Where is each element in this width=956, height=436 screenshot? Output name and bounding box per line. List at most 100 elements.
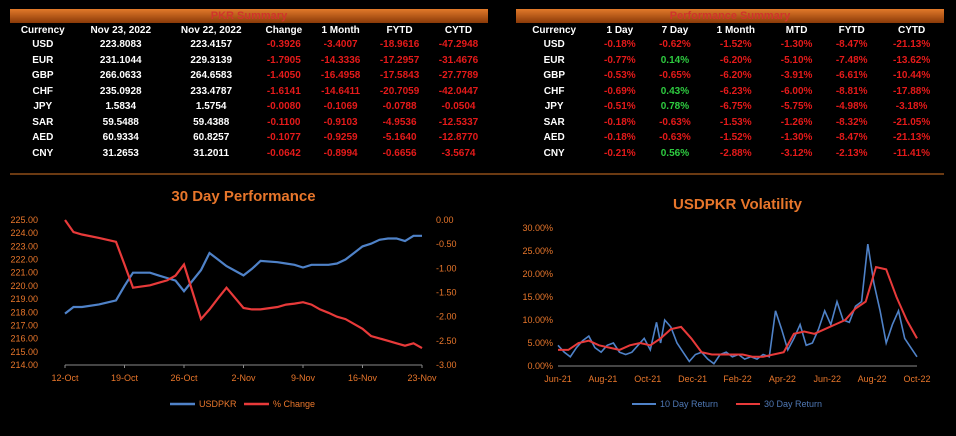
pkr-summary-value-cell: 59.5488	[102, 116, 139, 128]
performance-summary-row: EUR -0.77% 0.14% -6.20% -5.10% -7.48% -13.62%	[516, 53, 944, 69]
pkr-summary-value-cell: -12.8770	[438, 132, 479, 144]
pkr-summary-row: CNY 31.2653 31.2011 -0.0642 -0.8994 -0.6656 -3…	[10, 146, 488, 162]
legend-label-pct-change: % Change	[273, 399, 315, 409]
pkr-summary-value-cell: 59.4388	[193, 116, 230, 128]
y-tick-label: 15.00%	[522, 292, 553, 302]
pkr-summary-row: GBP 266.0633 264.6583 -1.4050 -16.4958 -17.58…	[10, 68, 488, 84]
y-right-tick-label: 0.00	[436, 215, 454, 225]
x-tick-label: Jun-22	[813, 374, 841, 384]
pkr-summary-value-cell: -14.6411	[321, 85, 361, 97]
pkr-summary-header-cell: 1 Month	[321, 24, 360, 36]
performance-summary-currency-cell: EUR	[543, 54, 565, 66]
y-left-tick-label: 222.00	[10, 255, 38, 265]
pkr-summary-header-cell: Currency	[20, 24, 65, 36]
pkr-summary-value-cell: -20.7059	[379, 85, 420, 97]
x-tick-label: Dec-21	[678, 374, 707, 384]
performance-summary-value-cell: -0.65%	[659, 70, 691, 82]
pkr-summary-row: JPY 1.5834 1.5754 -0.0080 -0.1069 -0.0788 -0.0…	[10, 99, 488, 115]
pkr-summary-row: CHF 235.0928 233.4787 -1.6141 -14.6411 -20.70…	[10, 84, 488, 100]
pkr-summary-value-cell: 31.2653	[102, 147, 139, 159]
performance-summary-value-cell: 0.78%	[660, 101, 690, 113]
performance-summary-currency-cell: AED	[543, 132, 565, 144]
pkr-summary-value-cell: 235.0928	[99, 85, 142, 97]
performance-summary-currency-cell: GBP	[543, 70, 565, 82]
pkr-summary-row: USD 223.8083 223.4157 -0.3926 -3.4007 -18.961…	[10, 37, 488, 53]
performance-summary-header-cell: 7 Day	[661, 24, 689, 36]
pkr-summary-table: Currency Nov 23, 2022 Nov 22, 2022 Change 1 …	[10, 23, 488, 161]
pkr-summary-value-cell: 1.5754	[195, 101, 227, 113]
performance-summary-value-cell: -1.30%	[780, 132, 813, 144]
performance-summary-header-cell: CYTD	[898, 24, 926, 36]
pkr-summary-row: EUR 231.1044 229.3139 -1.7905 -14.3336 -17.29…	[10, 53, 488, 69]
pkr-summary-value-cell: 264.6583	[190, 70, 233, 82]
performance-summary-currency-cell: USD	[543, 39, 565, 51]
pkr-summary-value-cell: -0.0504	[441, 101, 476, 113]
performance-summary-row: CNY -0.21% 0.56% -2.88% -3.12% -2.13% -11.41%	[516, 146, 944, 162]
y-left-tick-label: 219.00	[10, 294, 38, 304]
pkr-summary-value-cell: 60.8257	[193, 132, 230, 144]
y-right-tick-label: -0.50	[436, 239, 457, 249]
pkr-summary-value-cell: -1.4050	[266, 70, 301, 82]
performance-summary-header-cell: 1 Month	[716, 24, 755, 36]
performance-summary-row: AED -0.18% -0.63% -1.52% -1.30% -8.47% -21.13%	[516, 130, 944, 146]
pkr-summary-value-cell: -17.5843	[379, 70, 420, 82]
performance-summary-row: GBP -0.53% -0.65% -6.20% -3.91% -6.61% -10.44%	[516, 68, 944, 84]
pkr-summary-currency-cell: SAR	[32, 116, 54, 128]
pkr-summary-currency-cell: GBP	[31, 70, 54, 82]
pkr-summary-row: SAR 59.5488 59.4388 -0.1100 -0.9103 -4.9536 -1…	[10, 115, 488, 131]
pkr-summary-header-cell: Nov 22, 2022	[180, 24, 242, 36]
pkr-summary-value-cell: -47.2948	[438, 39, 479, 51]
pkr-summary-value-cell: -0.1100	[267, 116, 301, 128]
x-tick-label: 2-Nov	[231, 373, 256, 383]
pkr-summary-value-cell: -1.6141	[266, 85, 301, 97]
pkr-summary-value-cell: 266.0633	[99, 70, 142, 82]
performance-summary-value-cell: -0.18%	[604, 116, 636, 128]
performance-summary-value-cell: -7.48%	[835, 54, 868, 66]
pkr-summary-body: USD 223.8083 223.4157 -0.3926 -3.4007 -18.961…	[10, 37, 488, 161]
series-line-30-day-return	[558, 265, 918, 358]
pkr-summary-value-cell: -16.4958	[320, 70, 361, 82]
performance-summary-value-cell: -0.51%	[604, 101, 636, 113]
performance-summary-value-cell: -0.62%	[659, 39, 691, 51]
performance-summary-value-cell: -1.52%	[719, 39, 752, 51]
pkr-summary-value-cell: -0.0788	[382, 101, 417, 113]
performance-summary-value-cell: 0.56%	[660, 147, 690, 159]
performance-summary-value-cell: -21.05%	[892, 116, 931, 128]
performance-summary-header-cell: MTD	[785, 24, 808, 36]
y-right-tick-label: -3.00	[436, 360, 457, 370]
performance-summary-value-cell: -1.30%	[780, 39, 813, 51]
legend-label-usdpkr: USDPKR	[199, 399, 237, 409]
performance-summary-value-cell: 0.14%	[660, 54, 690, 66]
pkr-summary-value-cell: -31.4676	[438, 54, 479, 66]
performance-summary-value-cell: -8.47%	[835, 39, 868, 51]
pkr-summary-value-cell: 31.2011	[193, 147, 230, 159]
pkr-summary-value-cell: -5.1640	[382, 132, 417, 144]
pkr-summary-value-cell: -0.1077	[266, 132, 301, 144]
x-tick-label: Feb-22	[723, 374, 752, 384]
performance-summary-row: CHF -0.69% 0.43% -6.23% -6.00% -8.81% -17.88%	[516, 84, 944, 100]
chart-usdpkr-volatility: USDPKR Volatility 30.00% 25.00% 20.00% 15.00…	[522, 196, 930, 409]
pkr-summary-header-row: Currency Nov 23, 2022 Nov 22, 2022 Change 1 …	[10, 23, 488, 37]
x-tick-label: Jun-21	[544, 374, 572, 384]
performance-summary-currency-cell: CHF	[543, 85, 565, 97]
performance-summary-value-cell: -1.53%	[719, 116, 752, 128]
pkr-summary-header-cell: CYTD	[444, 24, 473, 36]
performance-summary-row: USD -0.18% -0.62% -1.52% -1.30% -8.47% -21.13%	[516, 37, 944, 53]
pkr-summary-header-cell: FYTD	[386, 24, 413, 36]
performance-summary-value-cell: -13.62%	[892, 54, 931, 66]
chart-title: USDPKR Volatility	[673, 196, 803, 213]
y-left-tick-label: 225.00	[10, 215, 38, 225]
pkr-summary-value-cell: -27.7789	[438, 70, 479, 82]
x-tick-label: 16-Nov	[348, 373, 378, 383]
performance-summary-value-cell: -6.75%	[719, 101, 752, 113]
pkr-summary-title: PKR Summary	[10, 9, 488, 23]
y-left-tick-label: 214.00	[10, 360, 38, 370]
chart-30-day-performance: 30 Day Performance 225.00 224.00 223.00 222.…	[10, 188, 457, 409]
performance-summary-body: USD -0.18% -0.62% -1.52% -1.30% -8.47% -21.13%…	[516, 37, 944, 161]
pkr-summary-value-cell: -3.4007	[323, 39, 358, 51]
performance-summary-value-cell: -10.44%	[892, 70, 931, 82]
pkr-summary-header-cell: Change	[265, 24, 303, 36]
pkr-summary-value-cell: 223.4157	[190, 39, 233, 51]
y-left-tick-label: 221.00	[10, 268, 38, 278]
performance-summary-header-cell: 1 Day	[606, 24, 634, 36]
